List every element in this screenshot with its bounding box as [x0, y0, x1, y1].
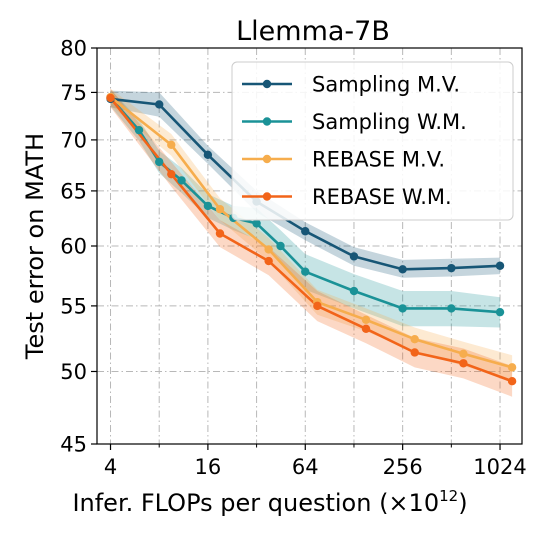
data-point	[215, 204, 225, 214]
data-point	[215, 229, 225, 238]
x-tick-label: 16	[195, 455, 222, 479]
legend: Sampling M.V. Sampling W.M. REBASE M.V. REB…	[231, 61, 514, 221]
data-point	[252, 219, 261, 228]
y-tick-label: 80	[60, 37, 87, 61]
legend-marker	[262, 192, 272, 201]
legend-label: Sampling W.M.	[312, 110, 467, 134]
y-tick-label: 50	[60, 360, 87, 384]
data-point	[264, 256, 273, 266]
legend-label: REBASE M.V.	[312, 148, 445, 172]
y-tick-label: 55	[60, 294, 87, 318]
data-point	[398, 304, 407, 313]
y-axis-ticks: 45 50 55 60 65 70 75 80	[60, 37, 97, 457]
y-tick-label: 65	[60, 179, 87, 203]
data-point	[410, 335, 419, 344]
legend-marker	[262, 79, 272, 89]
data-point	[167, 140, 176, 150]
data-point	[134, 125, 144, 135]
y-axis-label: Test error on MATH	[21, 133, 49, 360]
x-tick-label: 64	[292, 455, 319, 479]
data-point	[167, 169, 176, 179]
x-axis-ticks: 4 16 64 256 1024	[104, 444, 527, 479]
data-point	[507, 376, 517, 386]
series-band	[110, 89, 500, 328]
data-point	[459, 349, 468, 359]
legend-marker	[262, 117, 272, 126]
data-point	[349, 252, 359, 261]
data-point	[301, 267, 310, 276]
data-point	[313, 301, 322, 311]
data-point	[447, 263, 456, 273]
data-point	[203, 201, 213, 211]
data-point	[264, 245, 273, 254]
data-point	[495, 261, 505, 270]
x-tick-label: 4	[104, 455, 117, 479]
data-point	[106, 93, 115, 103]
y-tick-label: 45	[60, 433, 87, 457]
y-tick-label: 75	[60, 81, 87, 105]
data-point	[447, 304, 456, 313]
data-point	[155, 100, 164, 109]
y-tick-label: 70	[60, 128, 87, 152]
data-point	[155, 157, 164, 167]
data-point	[177, 176, 186, 185]
data-point	[507, 363, 517, 372]
data-point	[349, 286, 359, 296]
series-band	[110, 88, 513, 380]
x-tick-label: 1024	[473, 455, 526, 479]
data-point	[410, 348, 419, 357]
data-point	[301, 227, 310, 236]
legend-label: Sampling M.V.	[312, 73, 460, 97]
data-point	[361, 315, 371, 324]
legend-box	[231, 61, 514, 221]
data-point	[459, 359, 468, 368]
data-point	[203, 150, 213, 160]
data-point	[398, 265, 407, 274]
series-points	[106, 92, 517, 386]
legend-marker	[262, 154, 272, 164]
chart-title: Llemma-7B	[236, 16, 390, 47]
data-point	[361, 324, 371, 333]
x-tick-label: 256	[383, 455, 423, 479]
x-axis-label: Infer. FLOPs per question (×1012)	[72, 487, 467, 517]
legend-label: REBASE W.M.	[312, 185, 452, 209]
data-point	[276, 241, 285, 251]
data-point	[495, 307, 505, 317]
series-band	[110, 90, 500, 278]
y-tick-label: 60	[60, 235, 87, 259]
